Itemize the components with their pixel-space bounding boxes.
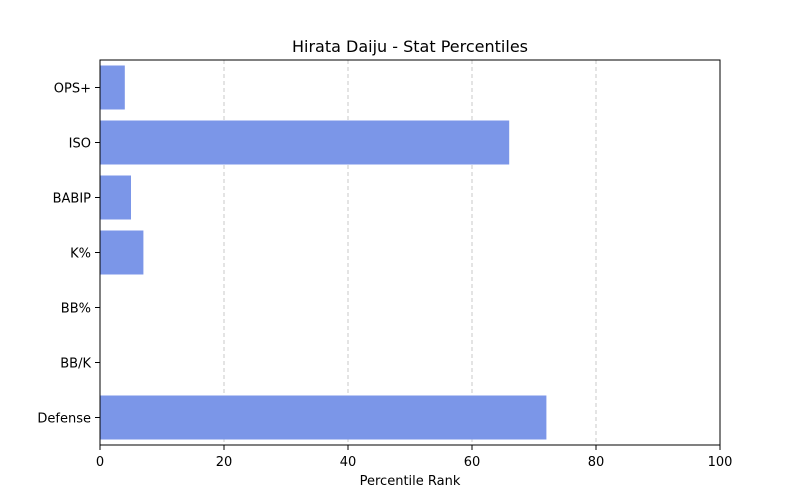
y-tick-label: Defense <box>37 412 91 427</box>
bar-babip <box>100 175 131 220</box>
grid-lines <box>223 60 597 445</box>
chart-title: Hirata Daiju - Stat Percentiles <box>292 37 528 56</box>
plot-frame <box>99 59 721 446</box>
y-tick-label: BB/K <box>60 357 91 372</box>
y-tick-label: ISO <box>69 137 91 152</box>
bar-defense <box>100 395 547 440</box>
bar-ops- <box>100 65 125 110</box>
y-tick-label: OPS+ <box>54 82 91 97</box>
x-tick-label: 60 <box>464 455 481 470</box>
x-axis-ticks: 0 20 40 60 80 100 <box>96 445 733 470</box>
bar-k- <box>100 230 144 275</box>
x-tick-label: 40 <box>340 455 357 470</box>
y-tick-label: BB% <box>61 302 91 317</box>
bar-iso <box>100 120 510 165</box>
x-tick-label: 0 <box>96 455 104 470</box>
y-tick-label: K% <box>70 247 91 262</box>
y-tick-label: BABIP <box>53 192 92 207</box>
x-tick-label: 80 <box>588 455 605 470</box>
x-tick-label: 20 <box>216 455 233 470</box>
y-axis-ticks: Defense BB/K BB% K% BABIP ISO OPS+ <box>37 82 100 427</box>
x-tick-label: 100 <box>708 455 733 470</box>
x-axis-label: Percentile Rank <box>360 474 461 489</box>
bars <box>100 65 547 440</box>
